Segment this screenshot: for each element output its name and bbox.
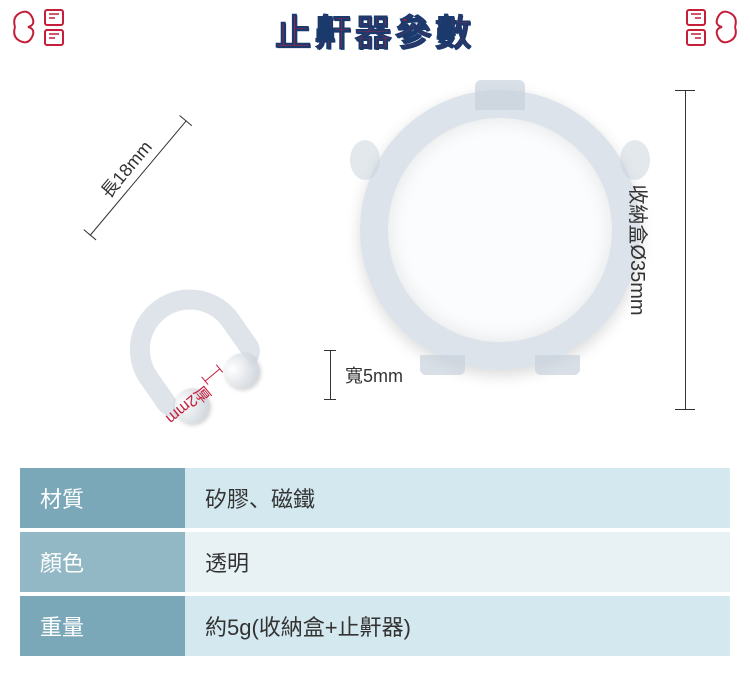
dimension-length: 長18mm	[90, 120, 187, 236]
page-title: 止鼾器參數	[275, 4, 475, 56]
product-diagram: 收納盒Ø35mm 長18mm 寬5mm 厚2mm	[0, 60, 750, 480]
header: 止鼾器參數	[0, 0, 750, 60]
spec-label-color: 顏色	[20, 532, 185, 592]
case-ring	[360, 90, 640, 370]
ornament-left-icon	[10, 5, 70, 55]
dimension-case-diameter: 收納盒Ø35mm	[675, 90, 695, 410]
spec-row: 顏色 透明	[20, 532, 730, 592]
case-clip-right	[535, 355, 580, 375]
nose-clip	[106, 249, 303, 442]
clip-magnet-right	[218, 347, 267, 396]
spec-value-weight: 約5g(收納盒+止鼾器)	[185, 596, 730, 656]
case-clip-left	[420, 355, 465, 375]
spec-table: 材質 矽膠、磁鐵 顏色 透明 重量 約5g(收納盒+止鼾器)	[20, 468, 730, 660]
case-top	[475, 80, 525, 110]
dimension-width: 寬5mm	[330, 350, 331, 400]
spec-row: 材質 矽膠、磁鐵	[20, 468, 730, 528]
spec-value-material: 矽膠、磁鐵	[185, 468, 730, 528]
spec-label-material: 材質	[20, 468, 185, 528]
case-diameter-label: 收納盒Ø35mm	[625, 184, 654, 315]
case-ear-left	[350, 140, 380, 180]
width-label: 寬5mm	[345, 362, 403, 388]
spec-value-color: 透明	[185, 532, 730, 592]
ornament-right-icon	[680, 5, 740, 55]
spec-row: 重量 約5g(收納盒+止鼾器)	[20, 596, 730, 656]
spec-label-weight: 重量	[20, 596, 185, 656]
case-ear-right	[620, 140, 650, 180]
storage-case	[360, 90, 640, 370]
